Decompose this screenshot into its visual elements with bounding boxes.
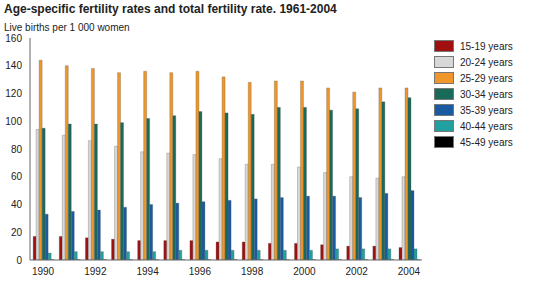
svg-text:2002: 2002 (346, 266, 369, 277)
svg-text:80: 80 (11, 144, 23, 155)
html-text:30-34 years: 30-34 years (460, 88, 513, 100)
svg-text:1990: 1990 (32, 266, 55, 277)
svg-text:2000: 2000 (293, 266, 316, 277)
svg-text:0: 0 (16, 255, 22, 266)
svg-text:1992: 1992 (84, 266, 107, 277)
svg-text:100: 100 (8, 116, 22, 127)
html-text:Live births per 1 000 women: Live births per 1 000 women (4, 22, 130, 33)
svg-text:20: 20 (11, 227, 23, 238)
svg-text:120: 120 (8, 88, 22, 99)
svg-text:160: 160 (8, 33, 22, 44)
svg-text:1994: 1994 (136, 266, 159, 277)
svg-text:2004: 2004 (398, 266, 421, 277)
html-text:35-39 years: 35-39 years (460, 104, 513, 116)
html-text:15-19 years: 15-19 years (460, 40, 513, 52)
html-text:40-44 years: 40-44 years (460, 120, 513, 132)
svg-text:1998: 1998 (241, 266, 264, 277)
svg-text:40: 40 (11, 199, 23, 210)
html-text:20-24 years: 20-24 years (460, 56, 513, 68)
svg-text:140: 140 (8, 60, 22, 71)
html-text:45-49 years: 45-49 years (460, 136, 513, 148)
svg-text:1996: 1996 (189, 266, 212, 277)
html-text:Age-specific fertility rates a: Age-specific fertility rates and total f… (4, 2, 337, 16)
svg-text:60: 60 (11, 171, 23, 182)
html-text:25-29 years: 25-29 years (460, 72, 513, 84)
